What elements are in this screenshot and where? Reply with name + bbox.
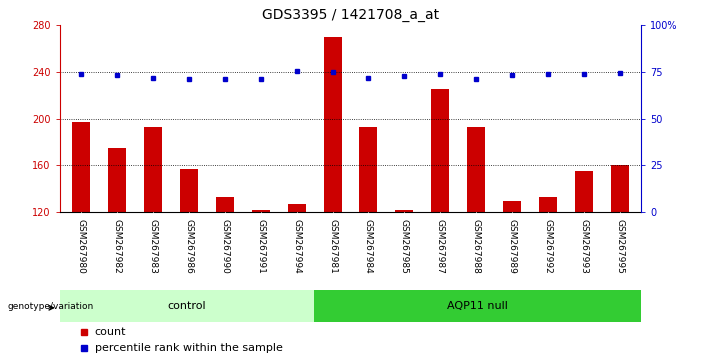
Bar	[108, 148, 126, 212]
Text: GSM267980: GSM267980	[76, 219, 86, 274]
Bar	[575, 171, 593, 212]
Bar	[539, 197, 557, 212]
Text: GSM267987: GSM267987	[436, 219, 445, 274]
Bar	[314, 290, 641, 322]
Text: GSM267994: GSM267994	[292, 219, 301, 273]
Bar	[144, 127, 162, 212]
Bar	[395, 210, 414, 212]
Bar	[72, 122, 90, 212]
Bar	[468, 127, 485, 212]
Text: GSM267982: GSM267982	[113, 219, 121, 273]
Text: GSM267992: GSM267992	[543, 219, 552, 273]
Text: GSM267983: GSM267983	[149, 219, 158, 274]
Bar	[431, 89, 449, 212]
Bar	[216, 197, 233, 212]
Text: control: control	[168, 301, 206, 311]
Bar	[611, 165, 629, 212]
Bar	[60, 290, 314, 322]
Bar	[503, 201, 521, 212]
Text: GSM267995: GSM267995	[615, 219, 625, 274]
Text: GSM267984: GSM267984	[364, 219, 373, 273]
Bar	[324, 36, 341, 212]
Text: percentile rank within the sample: percentile rank within the sample	[95, 343, 283, 353]
Text: GSM267985: GSM267985	[400, 219, 409, 274]
Text: GSM267993: GSM267993	[580, 219, 588, 274]
Bar	[287, 204, 306, 212]
Text: GSM267986: GSM267986	[184, 219, 193, 274]
Text: GSM267988: GSM267988	[472, 219, 481, 274]
Text: count: count	[95, 327, 126, 337]
Title: GDS3395 / 1421708_a_at: GDS3395 / 1421708_a_at	[262, 8, 439, 22]
Text: GSM267989: GSM267989	[508, 219, 517, 274]
Bar	[360, 127, 377, 212]
Text: GSM267981: GSM267981	[328, 219, 337, 274]
Text: genotype/variation: genotype/variation	[7, 302, 93, 311]
Text: GSM267991: GSM267991	[256, 219, 265, 274]
Text: GSM267990: GSM267990	[220, 219, 229, 274]
Text: AQP11 null: AQP11 null	[447, 301, 508, 311]
Bar	[180, 169, 198, 212]
Bar	[252, 210, 270, 212]
